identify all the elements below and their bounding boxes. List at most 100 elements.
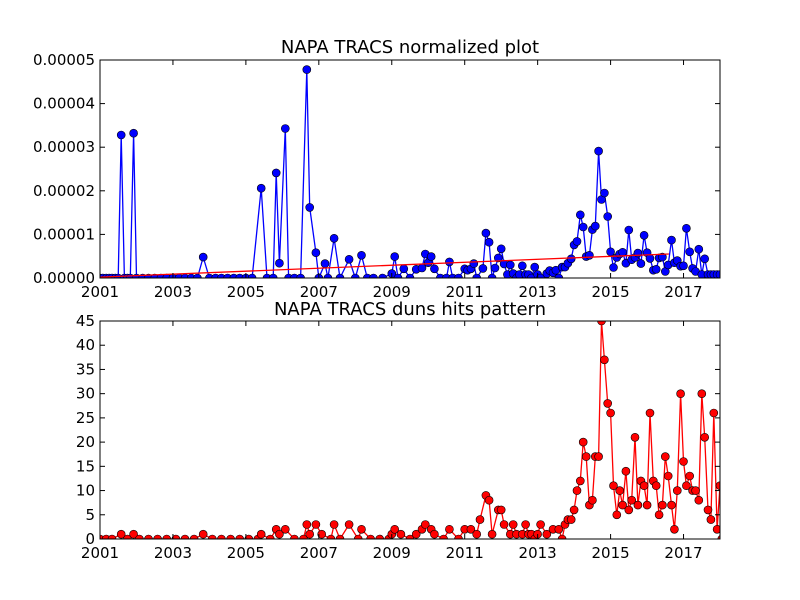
data-point <box>481 228 491 238</box>
data-point <box>694 244 704 254</box>
data-point <box>685 247 695 257</box>
data-point <box>226 534 235 539</box>
data-point <box>566 254 576 264</box>
data-point <box>268 273 278 278</box>
normalized-plot-panel: NAPA TRACS normalized plot 2001 2003 2005 2… <box>33 37 721 301</box>
data-point <box>439 534 448 539</box>
y-tick-label: 40 <box>76 336 95 354</box>
y-tick-label: 5 <box>85 506 95 524</box>
data-point <box>627 495 637 505</box>
data-point <box>682 481 691 491</box>
data-point <box>247 273 257 278</box>
y-axis-ticks: 0 5 10 15 20 25 30 35 40 45 <box>76 312 720 548</box>
y-tick-label: 0.00002 <box>33 182 95 200</box>
data-point <box>107 534 117 539</box>
data-point <box>493 253 503 263</box>
x-axis-ticks: 2001 2003 2005 2007 2009 2011 2013 2015 2017 <box>81 60 703 301</box>
data-point <box>256 529 266 539</box>
data-point <box>594 146 603 156</box>
data-point <box>660 452 670 461</box>
data-point <box>670 524 679 534</box>
data-point <box>621 466 631 476</box>
data-point <box>569 505 579 515</box>
data-point <box>566 515 576 524</box>
data-point <box>609 263 618 272</box>
data-point <box>235 273 244 278</box>
data-point <box>530 262 540 272</box>
data-point <box>335 273 345 278</box>
data-point <box>393 273 403 278</box>
data-point <box>505 260 515 270</box>
data-point <box>208 534 217 539</box>
data-point <box>311 520 321 529</box>
data-point <box>436 273 445 278</box>
data-point <box>290 273 299 278</box>
x-tick-label: 2007 <box>300 544 338 562</box>
y-tick-label: 45 <box>76 312 95 330</box>
data-point <box>615 486 625 495</box>
data-point <box>606 247 615 257</box>
data-point <box>223 273 232 278</box>
data-point <box>581 452 591 461</box>
duns-hits-panel: NAPA TRACS duns hits pattern 2001 2003 200… <box>76 299 721 562</box>
data-point <box>499 520 509 529</box>
data-point <box>302 520 312 529</box>
x-tick-label: 2007 <box>300 283 338 301</box>
data-point <box>609 481 618 491</box>
data-point <box>353 534 363 539</box>
data-point <box>116 529 126 539</box>
data-point <box>430 529 439 539</box>
data-point <box>575 210 585 220</box>
x-tick-label: 2011 <box>446 544 484 562</box>
data-point <box>572 486 582 495</box>
data-point <box>496 244 506 254</box>
data-point <box>116 130 126 140</box>
data-point <box>396 529 406 539</box>
x-tick-label: 2011 <box>446 283 484 301</box>
x-tick-label: 2005 <box>227 544 265 562</box>
data-point <box>445 524 454 534</box>
y-tick-label: 0.00005 <box>33 51 95 69</box>
data-point <box>426 252 436 261</box>
data-point <box>554 524 564 534</box>
series-0 <box>100 321 720 539</box>
data-point <box>697 389 707 399</box>
data-point <box>329 520 339 529</box>
data-point <box>654 510 664 520</box>
data-point <box>405 534 415 539</box>
data-point <box>344 254 354 264</box>
x-tick-label: 2001 <box>81 544 119 562</box>
data-point <box>180 534 190 539</box>
data-point <box>129 529 138 539</box>
data-point <box>508 520 518 529</box>
data-point <box>585 251 594 260</box>
data-point <box>302 65 312 74</box>
data-point <box>442 273 451 278</box>
data-point <box>517 261 527 271</box>
data-point <box>198 252 208 262</box>
y-tick-label: 35 <box>76 360 95 378</box>
data-point <box>323 273 333 278</box>
data-point <box>454 534 463 539</box>
data-point <box>572 237 582 246</box>
data-point <box>280 124 290 133</box>
series-line <box>100 69 720 278</box>
data-point <box>588 495 597 505</box>
data-point <box>171 534 181 539</box>
data-point <box>603 399 613 408</box>
x-tick-label: 2003 <box>154 544 192 562</box>
data-point <box>618 500 627 510</box>
y-tick-label: 30 <box>76 385 95 403</box>
data-point <box>636 259 646 268</box>
data-point <box>651 481 661 491</box>
data-point <box>496 505 506 515</box>
data-point <box>326 534 336 539</box>
data-point <box>658 500 667 510</box>
data-point <box>694 495 704 505</box>
chart-title: NAPA TRACS duns hits pattern <box>274 299 546 320</box>
data-point <box>578 437 588 447</box>
data-point <box>351 273 360 278</box>
data-point <box>521 520 530 529</box>
data-point <box>162 534 171 539</box>
data-point <box>672 486 682 495</box>
